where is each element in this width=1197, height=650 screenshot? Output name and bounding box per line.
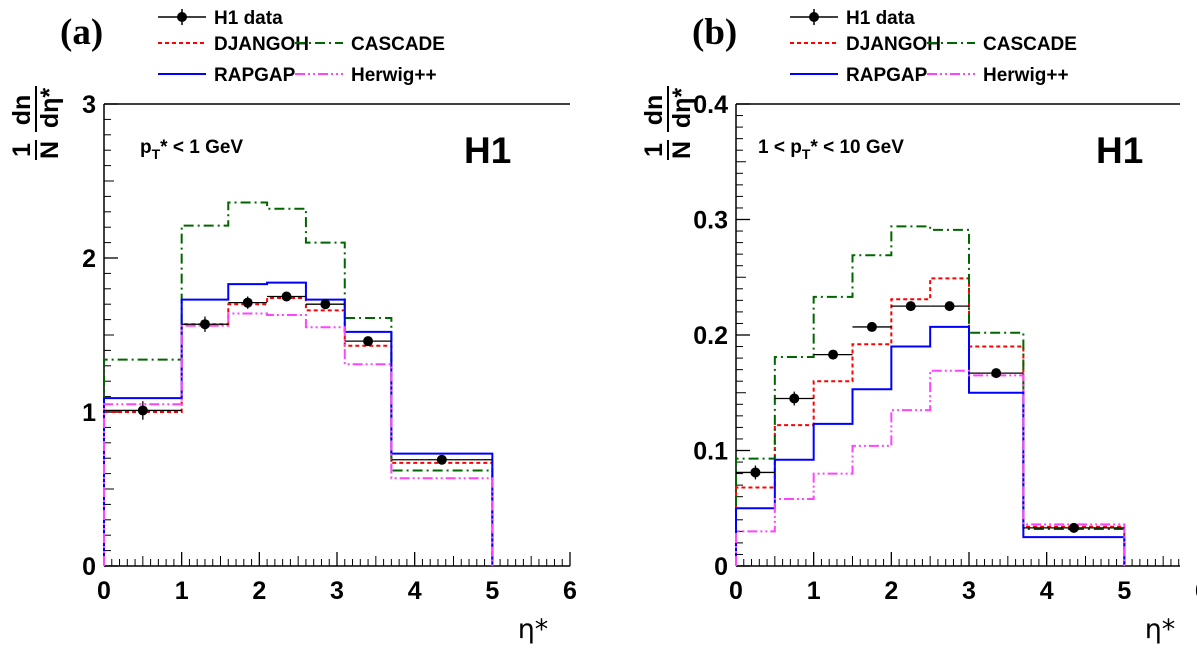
x-axis-label: η* — [518, 614, 549, 645]
legend-data-label: H1 data — [214, 8, 283, 29]
x-tick-label: 1 — [807, 577, 821, 605]
data-point — [866, 321, 877, 332]
x-tick-label: 0 — [729, 577, 743, 605]
y-tick-label: 2 — [82, 245, 96, 273]
series-herwig-line — [103, 312, 494, 566]
y-tick-label: 0.4 — [693, 91, 728, 119]
y-label-deta: dη* — [36, 88, 64, 129]
y-tick-label: 1 — [82, 399, 96, 427]
panel-label: (a) — [60, 12, 103, 53]
y-tick-label: 0.2 — [693, 322, 728, 350]
y-label-N: N — [668, 141, 696, 159]
data-point — [363, 336, 374, 347]
data-point — [905, 301, 916, 312]
legend-djangoh-label: DJANGOH — [214, 34, 309, 55]
legend-rapgap-label: RAPGAP — [846, 65, 928, 86]
cut-label: 1 < pT* < 10 GeV — [758, 137, 904, 162]
x-tick-label: 6 — [563, 577, 577, 605]
data-point — [789, 393, 800, 404]
data-point — [828, 349, 839, 360]
data-point — [281, 291, 292, 302]
x-tick-label: 2 — [884, 577, 898, 605]
y-label-dn: dn — [8, 95, 36, 126]
data-point — [137, 405, 148, 416]
series-rapgap-line — [735, 325, 1126, 566]
x-tick-label: 1 — [175, 577, 189, 605]
x-tick-label: 2 — [252, 577, 266, 605]
series-djangoh-line — [103, 297, 494, 566]
data-point — [750, 467, 761, 478]
y-label-num: 1 — [8, 143, 36, 157]
panel-a: 0 1 2 3 0 1 2 3 4 5 6 (a) H1 data DJANGOH CASCADE RAPGA… — [8, 8, 577, 645]
y-label-num: 1 — [640, 143, 668, 157]
cut-label: pT* < 1 GeV — [140, 137, 243, 162]
y-label-N: N — [36, 141, 64, 159]
data-point — [242, 297, 253, 308]
y-tick-label: 0.3 — [693, 207, 728, 235]
x-tick-label: 3 — [962, 577, 976, 605]
x-tick-label: 4 — [1040, 577, 1054, 605]
data-point — [1068, 522, 1079, 533]
x-tick-label: 0 — [97, 577, 111, 605]
legend-rapgap-label: RAPGAP — [214, 65, 296, 86]
y-label-dn: dn — [640, 95, 668, 126]
h1-watermark: H1 — [464, 130, 511, 171]
data-point — [991, 368, 1002, 379]
data-point — [320, 299, 331, 310]
y-axis-label: 1 Ndn dη* — [640, 86, 696, 160]
series-djangoh-line — [735, 277, 1126, 566]
data-point — [944, 301, 955, 312]
x-tick-label: 4 — [408, 577, 422, 605]
series-herwig-line — [735, 369, 1126, 566]
h1-watermark: H1 — [1096, 130, 1143, 171]
legend-data-marker — [177, 12, 187, 22]
series-cascade-line — [735, 225, 1126, 566]
legend-herwig-label: Herwig++ — [983, 65, 1069, 86]
y-label-deta: dη* — [668, 88, 696, 129]
y-tick-label: 0 — [82, 553, 96, 581]
legend-cascade-label: CASCADE — [983, 34, 1077, 55]
legend-herwig-label: Herwig++ — [351, 65, 437, 86]
x-tick-label: 5 — [485, 577, 499, 605]
y-tick-label: 0.1 — [693, 438, 728, 466]
x-tick-label: 5 — [1117, 577, 1131, 605]
data-point — [199, 319, 210, 330]
panel-b: 0 0.1 0.2 0.3 0.4 0 1 2 3 4 5 6 (b) H1 data DJANGOH CAS… — [640, 8, 1197, 645]
legend-cascade-label: CASCADE — [351, 34, 445, 55]
series-rapgap-line — [103, 281, 494, 566]
series-cascade-line — [103, 201, 494, 566]
panel-label: (b) — [692, 12, 737, 53]
legend-djangoh-label: DJANGOH — [846, 34, 941, 55]
x-axis-label: η* — [1145, 614, 1176, 645]
x-tick-label: 3 — [330, 577, 344, 605]
legend-data-marker — [809, 12, 819, 22]
y-tick-label: 0 — [714, 553, 728, 581]
y-axis-label: 1 Ndn dη* — [8, 86, 64, 160]
legend-data-label: H1 data — [846, 8, 915, 29]
x-tick-label: 6 — [1195, 577, 1197, 605]
data-point — [436, 454, 447, 465]
y-tick-label: 3 — [82, 91, 96, 119]
